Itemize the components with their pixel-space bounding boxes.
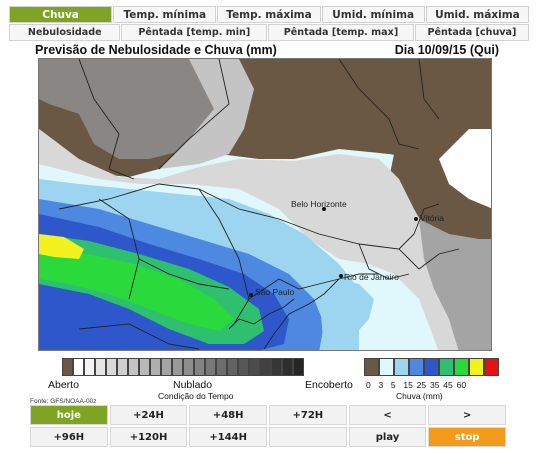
- cloud-swatch: [260, 358, 271, 376]
- cloud-swatch: [139, 358, 150, 376]
- cloud-swatch: [282, 358, 293, 376]
- cloud-legend-scale: [62, 358, 304, 376]
- cloud-swatch: [172, 358, 183, 376]
- rain-swatch: [394, 358, 409, 376]
- controls-row-1: hoje +24H +48H +72H < >: [30, 405, 508, 425]
- rain-swatch: [409, 358, 424, 376]
- rain-swatch: [424, 358, 439, 376]
- rain-swatch: [469, 358, 484, 376]
- cloud-swatch: [271, 358, 282, 376]
- cloud-swatch: [95, 358, 106, 376]
- city-belo-horizonte: Belo Horizonte: [291, 199, 347, 209]
- cloud-swatch: [73, 358, 84, 376]
- cloud-swatch: [62, 358, 73, 376]
- data-source: Fonte: GFS/NOAA-00z: [30, 398, 97, 405]
- rain-swatch: [379, 358, 394, 376]
- tab-chuva[interactable]: Chuva: [9, 6, 113, 23]
- rain-swatch: [484, 358, 499, 376]
- city-vitoria: Vitória: [420, 213, 444, 223]
- cloud-swatch: [205, 358, 216, 376]
- cloud-swatch: [249, 358, 260, 376]
- cloud-swatch: [150, 358, 161, 376]
- tab-umid-minima[interactable]: Umid. mínima: [321, 6, 425, 23]
- legend-rain-caption: Chuva (mm): [396, 391, 443, 401]
- map-title: Previsão de Nebulosidade e Chuva (mm): [35, 43, 277, 57]
- tab-pentada-temp-max[interactable]: Pêntada [temp. max]: [268, 24, 414, 41]
- legend-encoberto: Encoberto: [305, 379, 353, 391]
- cloud-swatch: [128, 358, 139, 376]
- play-button[interactable]: play: [348, 427, 427, 447]
- tab-pentada-chuva[interactable]: Pêntada [chuva]: [414, 24, 530, 41]
- forecast-map: Belo Horizonte Vitória Rio de Janeiro Sã…: [38, 58, 492, 351]
- tab-row-1: Chuva Temp. mínima Temp. máxima Umid. mí…: [9, 6, 530, 24]
- cloud-swatch: [227, 358, 238, 376]
- plus120h-button[interactable]: +120H: [109, 427, 188, 447]
- stop-button[interactable]: stop: [428, 427, 507, 447]
- rain-swatch: [439, 358, 454, 376]
- city-sao-paulo: São Paulo: [255, 287, 294, 297]
- legend-rain-values: 0 3 5 15 25 35 45 60: [366, 380, 467, 390]
- plus24h-button[interactable]: +24H: [109, 405, 188, 425]
- tab-row-2: Nebulosidade Pêntada [temp. min] Pêntada…: [9, 24, 530, 42]
- cloud-swatch: [183, 358, 194, 376]
- rain-legend-scale: [364, 358, 499, 376]
- city-markers: [249, 207, 418, 297]
- map-date: Dia 10/09/15 (Qui): [394, 43, 499, 57]
- plus96h-button[interactable]: +96H: [30, 427, 108, 447]
- tab-pentada-temp-min[interactable]: Pêntada [temp. min]: [121, 24, 268, 41]
- rain-swatch: [364, 358, 379, 376]
- empty-slot: [269, 427, 347, 447]
- cloud-swatch: [293, 358, 304, 376]
- tab-nebulosidade[interactable]: Nebulosidade: [9, 24, 121, 41]
- hoje-button[interactable]: hoje: [30, 405, 108, 425]
- next-button[interactable]: >: [428, 405, 507, 425]
- legend-nublado: Nublado: [173, 379, 213, 391]
- rain-swatch: [454, 358, 469, 376]
- animation-controls: hoje +24H +48H +72H < > +96H +120H +144H…: [30, 405, 508, 449]
- variable-tabs: Chuva Temp. mínima Temp. máxima Umid. mí…: [9, 6, 530, 42]
- city-rio-de-janeiro: Rio de Janeiro: [344, 272, 399, 282]
- previous-button[interactable]: <: [348, 405, 427, 425]
- cloud-swatch: [84, 358, 95, 376]
- controls-row-2: +96H +120H +144H play stop: [30, 427, 508, 447]
- cloud-swatch: [194, 358, 205, 376]
- cloud-swatch: [117, 358, 128, 376]
- forecast-map-image: Belo Horizonte Vitória Rio de Janeiro Sã…: [39, 59, 491, 350]
- plus72h-button[interactable]: +72H: [269, 405, 347, 425]
- plus48h-button[interactable]: +48H: [189, 405, 268, 425]
- tab-temp-minima[interactable]: Temp. mínima: [113, 6, 217, 23]
- legend-aberto: Aberto: [48, 379, 79, 391]
- tab-umid-maxima[interactable]: Umid. máxima: [425, 6, 530, 23]
- cloud-swatch: [238, 358, 249, 376]
- plus144h-button[interactable]: +144H: [189, 427, 268, 447]
- legend-cloud-caption: Condição do Tempo: [158, 391, 234, 401]
- tab-temp-maxima[interactable]: Temp. máxima: [217, 6, 321, 23]
- cloud-swatch: [106, 358, 117, 376]
- cloud-swatch: [216, 358, 227, 376]
- cloud-swatch: [161, 358, 172, 376]
